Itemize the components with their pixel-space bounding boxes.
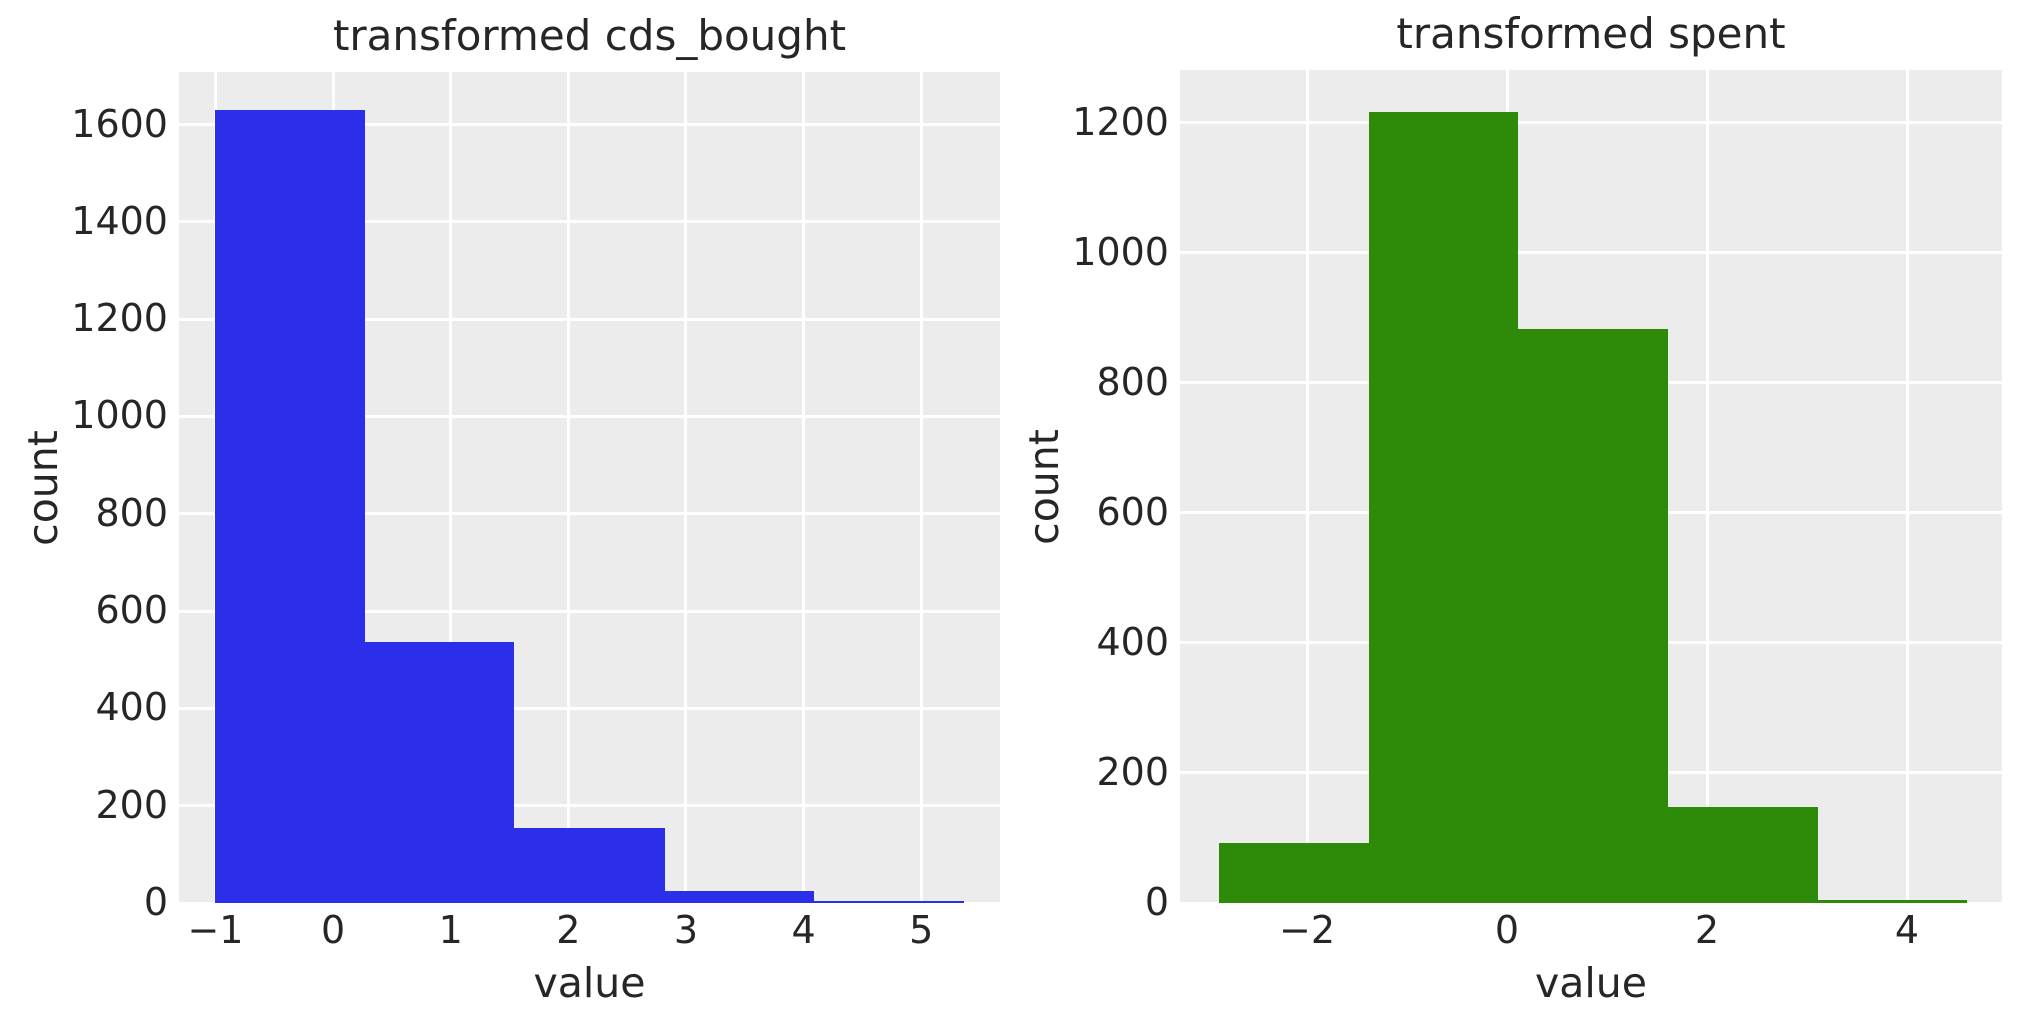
y-gridline [1180,251,2002,255]
x-tick-label: 0 [1494,908,1520,952]
x-gridline [802,72,806,903]
histogram-bar [1818,899,1967,903]
x-tick-label: −2 [1278,908,1336,952]
histogram-bar [514,828,665,903]
histogram-bar [1219,842,1369,903]
x-axis-label: value [533,959,646,1007]
y-gridline [179,609,1000,613]
histogram-bar [814,901,964,903]
plot-area [1180,70,2002,903]
y-tick-label: 0 [1144,880,1169,925]
y-axis-label: count [19,429,67,546]
y-gridline [179,414,1000,418]
y-gridline [179,220,1000,224]
y-tick-label: 1600 [71,101,168,146]
y-gridline [179,512,1000,516]
y-tick-label: 1000 [1072,229,1169,274]
y-tick-label: 0 [143,880,168,925]
histogram-transformed-spent: transformed spent count value −2 0 2 4 0 200 4… [1020,10,2002,1007]
y-tick-label: 200 [1096,749,1169,794]
x-tick-label: 2 [556,908,581,952]
x-tick-label: 5 [909,908,934,952]
y-tick-label: 1400 [71,198,168,243]
histogram-bar [364,641,515,903]
x-gridline [1905,70,1909,903]
x-tick-label: −1 [187,908,244,952]
y-gridline [179,804,1000,808]
y-tick-label: 400 [95,685,168,730]
histogram-bar [1518,328,1668,903]
y-tick-label: 800 [95,490,168,535]
x-gridline [1705,70,1709,903]
y-gridline [179,706,1000,710]
histogram-bar [215,109,365,903]
x-tick-label: 2 [1694,908,1720,952]
x-gridline [684,72,688,903]
x-gridline [919,72,923,903]
y-tick-label: 1200 [71,296,168,341]
y-tick-label: 1200 [1072,99,1169,144]
histogram-transformed-cds-bought: transformed cds_bought count value −1 0 1 2… [19,12,1000,1007]
x-axis-label: value [1535,959,1647,1007]
y-gridline [179,317,1000,321]
y-gridline [1180,121,2002,125]
x-tick-label: 4 [1894,908,1920,952]
x-tick-label: 1 [438,908,463,952]
y-gridline [179,123,1000,127]
y-tick-label: 600 [95,588,168,633]
y-tick-label: 400 [1096,619,1169,664]
histogram-bar [1369,111,1518,903]
y-axis-label: count [1020,428,1068,545]
x-tick-label: 4 [791,908,816,952]
x-gridline [566,72,570,903]
x-gridline [449,72,453,903]
y-tick-label: 1000 [71,393,168,438]
chart-title: transformed cds_bought [332,10,847,60]
y-tick-label: 600 [1096,489,1169,534]
histogram-bar [1668,806,1818,903]
x-tick-label: 0 [320,908,346,952]
chart-title: transformed spent [1396,8,1786,58]
histogram-bar [664,890,815,903]
x-tick-label: 3 [673,908,699,952]
plot-area [179,72,1000,903]
x-gridline [1305,70,1309,903]
y-tick-label: 800 [1096,359,1169,404]
y-tick-label: 200 [95,782,168,827]
